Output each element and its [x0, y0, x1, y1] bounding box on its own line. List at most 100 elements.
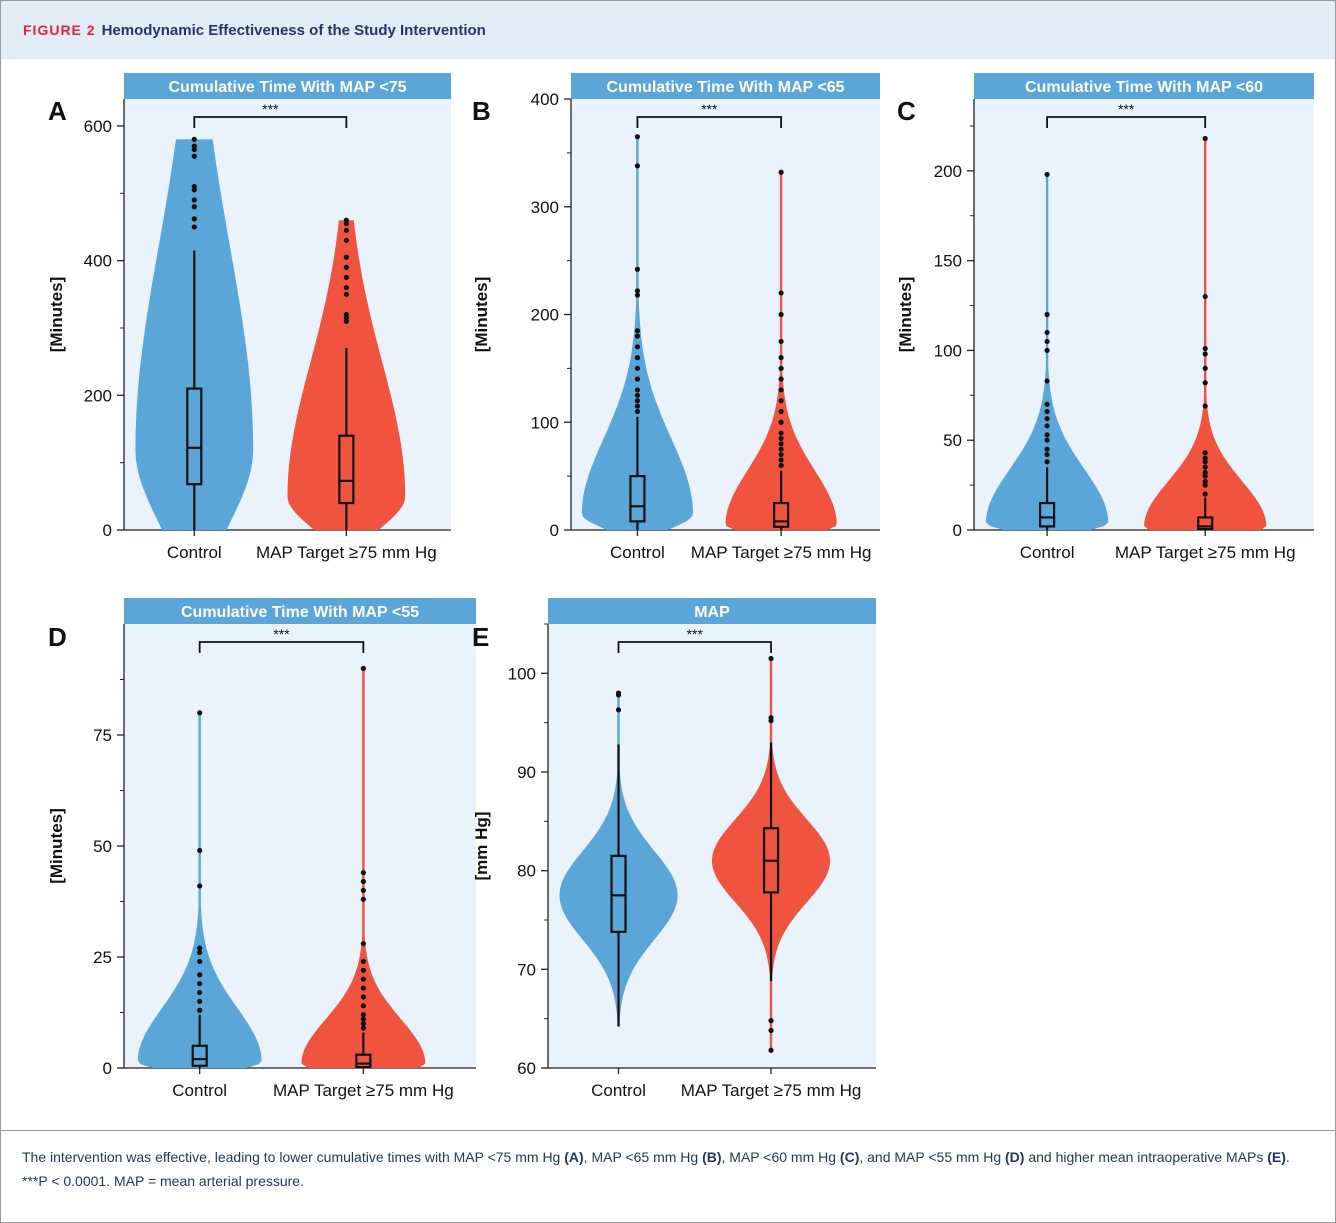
panel-title-bar — [571, 73, 880, 99]
figure-caption: The intervention was effective, leading … — [22, 1145, 1312, 1193]
y-tick-label: 80 — [517, 862, 536, 881]
outlier-point — [343, 284, 349, 291]
outlier-point — [343, 264, 349, 270]
outlier-point — [634, 355, 641, 361]
outlier-point — [1202, 478, 1208, 485]
outlier-point — [360, 870, 366, 876]
outlier-point — [360, 1025, 366, 1031]
outlier-point — [634, 288, 641, 294]
outlier-point — [191, 153, 197, 159]
outlier-point — [1202, 403, 1208, 409]
figure-title-text: Hemodynamic Effectiveness of the Study I… — [101, 22, 486, 39]
outlier-point — [360, 665, 366, 672]
outlier-point — [778, 441, 784, 447]
violin-target — [1144, 138, 1267, 530]
outlier-point — [634, 403, 641, 409]
significance-label: *** — [1118, 101, 1135, 117]
outlier-point — [191, 216, 197, 222]
outlier-point — [634, 365, 641, 371]
outlier-point — [197, 847, 203, 854]
outlier-point — [197, 989, 203, 996]
outlier-point — [778, 355, 784, 361]
caption-text: The intervention was effective, leading … — [22, 1149, 565, 1165]
outlier-point — [778, 169, 784, 175]
outlier-point — [191, 143, 197, 149]
outlier-point — [634, 333, 641, 339]
y-tick-label: 150 — [934, 252, 962, 271]
outlier-point — [360, 985, 366, 991]
outlier-point — [197, 1007, 203, 1013]
x-tick-label: Control — [172, 1081, 227, 1100]
panel-c: Cumulative Time With MAP <60 C 0 50 100 150 20… — [896, 73, 1314, 562]
panel-letter: A — [48, 96, 67, 126]
caption-ref-b: (B) — [702, 1149, 722, 1165]
figure-header: FIGURE 2 Hemodynamic Effectiveness of the… — [1, 1, 1335, 59]
outlier-point — [1202, 346, 1208, 352]
iqr-box — [1197, 516, 1214, 531]
outlier-point — [1044, 451, 1050, 458]
outlier-point — [197, 945, 203, 951]
outlier-point — [191, 224, 197, 230]
significance-bracket: *** — [1046, 101, 1207, 128]
outlier-point — [197, 981, 203, 987]
outlier-point — [778, 290, 784, 296]
outlier-point — [1044, 329, 1050, 336]
violin-plots: Cumulative Time With MAP <75A0200400600[… — [47, 73, 1314, 1100]
outlier-point — [197, 710, 203, 716]
outlier-point — [634, 398, 641, 404]
outlier-point — [1202, 450, 1208, 456]
outlier-point — [343, 237, 349, 244]
y-tick-label: 50 — [943, 431, 962, 450]
outlier-point — [634, 344, 641, 350]
outlier-point — [778, 451, 784, 458]
panel-title: Cumulative Time With MAP <60 — [1025, 79, 1263, 96]
iqr-box — [191, 1044, 208, 1067]
outlier-point — [1202, 491, 1208, 497]
outlier-point — [778, 311, 784, 318]
outlier-point — [360, 896, 366, 902]
outlier-point — [1202, 473, 1208, 479]
y-tick-label: 60 — [517, 1059, 536, 1078]
caption-text: , MAP <60 mm Hg — [721, 1149, 840, 1165]
caption-text: , MAP <65 mm Hg — [583, 1149, 703, 1165]
outlier-point — [634, 328, 641, 334]
y-tick-label: 0 — [103, 1059, 112, 1078]
significance-bracket: *** — [198, 626, 365, 653]
outlier-point — [197, 883, 203, 889]
caption-text: , and MAP <55 mm Hg — [859, 1149, 1005, 1165]
y-tick-label: 50 — [93, 837, 112, 856]
outlier-point — [360, 887, 366, 894]
outlier-point — [615, 690, 622, 696]
outlier-point — [360, 1016, 366, 1022]
y-axis-label: [Minutes] — [47, 277, 66, 353]
outlier-point — [191, 183, 197, 190]
outlier-point — [768, 1018, 774, 1024]
x-tick-label: MAP Target ≥75 mm Hg — [691, 543, 872, 562]
y-tick-label: 90 — [517, 763, 536, 782]
bracket-line — [1046, 116, 1207, 128]
outlier-point — [778, 338, 784, 345]
outlier-point — [1044, 171, 1050, 178]
outlier-point — [778, 387, 784, 393]
outlier-point — [197, 958, 203, 965]
panel-title-bar — [124, 73, 451, 99]
outlier-point — [778, 446, 784, 452]
outlier-point — [634, 163, 641, 169]
x-tick-label: MAP Target ≥75 mm Hg — [1115, 543, 1296, 562]
outlier-point — [1202, 469, 1208, 476]
iqr-box — [355, 1053, 372, 1069]
y-tick-label: 600 — [84, 117, 112, 136]
violin-control — [559, 693, 678, 1027]
significance-label: *** — [687, 626, 704, 642]
outlier-point — [634, 134, 641, 140]
panel-title: Cumulative Time With MAP <55 — [181, 604, 419, 621]
caption-ref-c: (C) — [839, 1149, 860, 1165]
panel-letter: C — [897, 96, 916, 126]
panel-title-bar — [548, 598, 876, 624]
x-tick-label: Control — [610, 543, 665, 562]
panel-title: Cumulative Time With MAP <65 — [607, 79, 845, 96]
outlier-point — [1044, 446, 1050, 452]
outlier-point — [343, 291, 349, 297]
outlier-point — [1044, 437, 1050, 443]
iqr-box — [338, 434, 355, 505]
